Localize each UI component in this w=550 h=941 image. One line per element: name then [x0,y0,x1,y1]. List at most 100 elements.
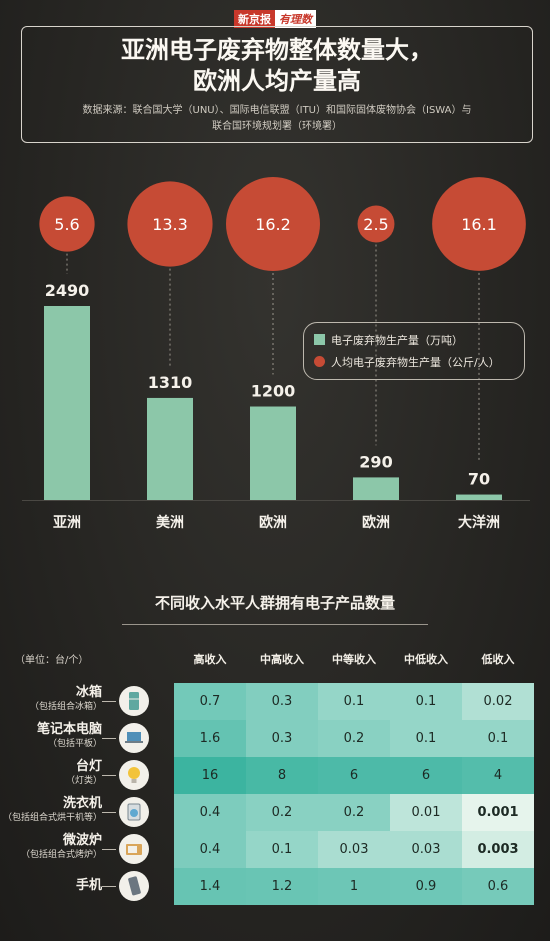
heatmap-cell: 0.01 [390,794,462,831]
bar [44,306,90,500]
heatmap-cell: 0.2 [318,794,390,831]
category-label: 欧洲 [362,514,390,531]
heatmap-cell: 4 [462,757,534,794]
legend-swatch-bar [314,334,325,345]
chart-legend: 电子废弃物生产量（万吨） 人均电子废弃物生产量（公斤/人） [303,322,525,380]
legend-swatch-bubble [314,356,325,367]
bar-value-label: 2490 [45,281,90,300]
heatmap-cell: 1.4 [174,868,246,905]
column-header: 低收入 [481,653,515,666]
row-subtitle: （包括组合式烘干机等） [2,813,102,823]
phone-icon [119,871,149,901]
bubble [357,205,395,243]
row-label: 冰箱 （包括组合冰箱） [30,685,102,713]
bar-value-label: 70 [468,470,490,489]
column-header: 中高收入 [260,653,304,666]
heatmap-cell: 0.1 [318,683,390,720]
table-title: 不同收入水平人群拥有电子产品数量 [154,594,395,612]
row-connector [102,849,116,850]
bar-value-label: 1310 [148,373,193,392]
legend-label-bar: 电子废弃物生产量（万吨） [331,334,463,347]
row-subtitle: （包括组合冰箱） [29,702,102,712]
heatmap-cell: 0.4 [174,831,246,868]
page-title: 亚洲电子废弃物整体数量大， 欧洲人均产量高 [22,35,532,97]
bubble [39,196,95,252]
fridge-icon [119,686,149,716]
bar [353,477,399,500]
legend-label-bubble: 人均电子废弃物生产量（公斤/人） [331,356,500,369]
heatmap-cell: 0.1 [462,720,534,757]
heatmap-cell: 1.6 [174,720,246,757]
heatmap-cell: 0.03 [390,831,462,868]
heatmap-cell: 0.1 [246,831,318,868]
table-title-underline [122,624,428,625]
heatmap-cell: 1 [318,868,390,905]
title-box: 亚洲电子废弃物整体数量大， 欧洲人均产量高 数据来源：联合国大学（UNU）、国际… [21,26,533,143]
row-name: 冰箱 [75,685,102,700]
heatmap-cell: 0.3 [246,720,318,757]
row-name: 台灯 [75,759,102,774]
brand-part1: 新京报 [234,10,275,28]
category-label: 亚洲 [53,515,81,531]
row-label: 洗衣机 （包括组合式烘干机等） [3,796,102,824]
row-name: 手机 [75,878,102,893]
data-source: 数据来源：联合国大学（UNU）、国际电信联盟（ITU）和国际固体废物协会（ISW… [40,103,514,135]
heatmap-cell: 6 [318,757,390,794]
category-label: 美洲 [156,514,184,531]
column-header: 中等收入 [332,653,376,666]
bubble-value-label: 16.2 [255,215,291,234]
heatmap-cell: 0.7 [174,683,246,720]
microwave-icon [119,834,149,864]
row-label: 微波炉 （包括组合式烤炉） [21,833,102,861]
row-connector [102,701,116,702]
heatmap-cell: 0.03 [318,831,390,868]
heatmap-cell: 0.001 [462,794,534,831]
heatmap-cell: 1.2 [246,868,318,905]
table-unit: （单位：台/个） [15,655,89,666]
category-label: 欧洲 [259,514,287,531]
row-connector [102,738,116,739]
row-name: 洗衣机 [62,796,102,811]
title-line-2: 欧洲人均产量高 [193,67,361,95]
bar [456,494,502,500]
bar [250,406,296,500]
heatmap-cell: 0.02 [462,683,534,720]
heatmap-cell: 16 [174,757,246,794]
bubble [226,177,320,271]
column-header: 中低收入 [404,653,448,666]
heatmap-cell: 0.1 [390,683,462,720]
row-subtitle: （包括组合式烤炉） [20,850,102,860]
title-line-1: 亚洲电子废弃物整体数量大， [121,36,433,64]
heatmap-cell: 0.2 [318,720,390,757]
row-connector [102,775,116,776]
row-name: 笔记本电脑 [36,722,102,737]
legend-item-bar: 电子废弃物生产量（万吨） [314,333,463,349]
bar [147,397,193,500]
heatmap-cell: 0.3 [246,683,318,720]
row-label: 手机 [76,878,102,894]
column-header: 高收入 [193,653,227,666]
row-subtitle: （包括平板） [47,739,102,749]
bubble-value-label: 5.6 [54,215,79,234]
bubble-value-label: 2.5 [363,215,388,234]
bubble-value-label: 16.1 [461,215,497,234]
row-name: 微波炉 [62,833,102,848]
bubble [432,177,526,271]
category-label: 大洋洲 [458,514,500,531]
bar-value-label: 290 [359,452,392,471]
row-subtitle: （灯类） [65,776,102,786]
heatmap-cell: 0.4 [174,794,246,831]
heatmap-cell: 6 [390,757,462,794]
heatmap-cell: 8 [246,757,318,794]
bubble [127,181,213,267]
row-connector [102,886,116,887]
source-line-1: 数据来源：联合国大学（UNU）、国际电信联盟（ITU）和国际固体废物协会（ISW… [82,105,472,116]
heatmap-cell: 0.1 [390,720,462,757]
lamp-icon [119,760,149,790]
brand-logo: 新京报 有理数 [0,8,550,28]
heatmap-cell: 0.003 [462,831,534,868]
heatmap-cell: 0.9 [390,868,462,905]
bubble-value-label: 13.3 [152,215,188,234]
source-line-2: 联合国环境规划署（环境署） [212,121,342,132]
row-label: 台灯 （灯类） [66,759,102,787]
